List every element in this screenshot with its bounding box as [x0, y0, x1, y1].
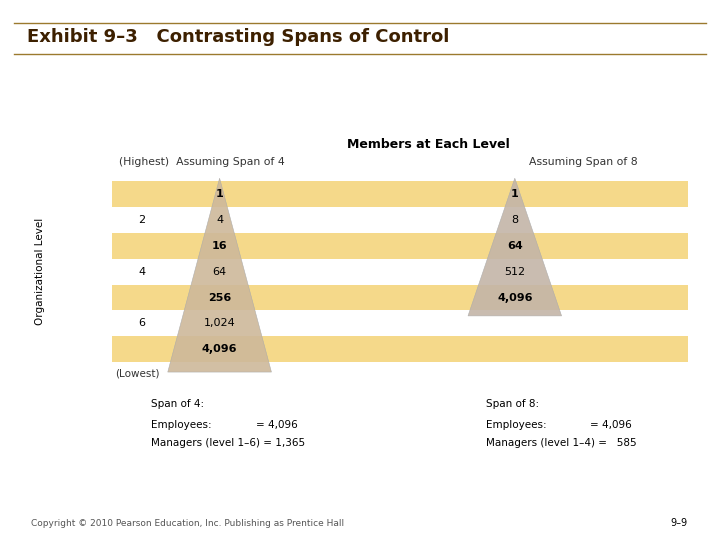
Text: 64: 64	[212, 267, 227, 276]
Text: 9–9: 9–9	[670, 518, 688, 528]
Text: 256: 256	[208, 293, 231, 302]
Text: 2: 2	[138, 215, 145, 225]
Text: = 4,096: = 4,096	[590, 420, 632, 430]
Polygon shape	[468, 178, 562, 316]
Text: 4: 4	[138, 267, 145, 276]
Bar	[112, 181, 688, 207]
Text: 6: 6	[138, 319, 145, 328]
Text: 16: 16	[212, 241, 228, 251]
Bar	[112, 310, 688, 336]
Text: = 4,096: = 4,096	[256, 420, 297, 430]
Text: Span of 8:: Span of 8:	[486, 399, 539, 409]
Text: Managers (level 1–4) =   585: Managers (level 1–4) = 585	[486, 438, 636, 448]
Text: Members at Each Level: Members at Each Level	[347, 138, 510, 151]
Text: Employees:: Employees:	[151, 420, 212, 430]
Text: Assuming Span of 8: Assuming Span of 8	[529, 157, 638, 167]
Text: 8: 8	[511, 215, 518, 225]
Text: Copyright © 2010 Pearson Education, Inc. Publishing as Prentice Hall: Copyright © 2010 Pearson Education, Inc.…	[31, 519, 343, 528]
Text: (Lowest): (Lowest)	[115, 369, 160, 379]
Bar	[112, 233, 688, 259]
Text: 4,096: 4,096	[497, 293, 533, 302]
Text: 1,024: 1,024	[204, 319, 235, 328]
Text: Employees:: Employees:	[486, 420, 546, 430]
Text: (Highest)  Assuming Span of 4: (Highest) Assuming Span of 4	[119, 157, 284, 167]
Text: Managers (level 1–6) = 1,365: Managers (level 1–6) = 1,365	[151, 438, 305, 448]
Text: 4,096: 4,096	[202, 345, 238, 354]
Bar	[112, 259, 688, 285]
Text: 1: 1	[511, 189, 518, 199]
Bar	[112, 207, 688, 233]
Text: 4: 4	[216, 215, 223, 225]
Text: 64: 64	[507, 241, 523, 251]
Bar	[112, 336, 688, 362]
Text: Exhibit 9–3   Contrasting Spans of Control: Exhibit 9–3 Contrasting Spans of Control	[27, 28, 450, 46]
Bar	[112, 285, 688, 310]
Text: 512: 512	[504, 267, 526, 276]
Text: Span of 4:: Span of 4:	[151, 399, 204, 409]
Text: 1: 1	[216, 189, 223, 199]
Polygon shape	[168, 178, 271, 372]
Text: Organizational Level: Organizational Level	[35, 218, 45, 325]
